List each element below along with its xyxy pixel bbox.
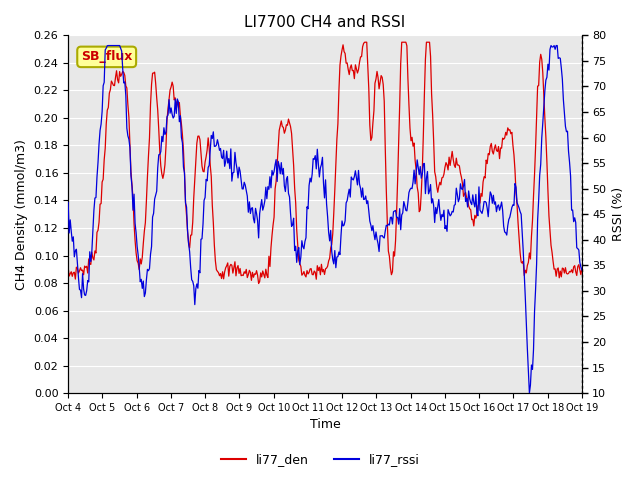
Y-axis label: CH4 Density (mmol/m3): CH4 Density (mmol/m3)	[15, 139, 28, 289]
Title: LI7700 CH4 and RSSI: LI7700 CH4 and RSSI	[244, 15, 406, 30]
X-axis label: Time: Time	[310, 419, 340, 432]
Text: SB_flux: SB_flux	[81, 50, 132, 63]
Legend: li77_den, li77_rssi: li77_den, li77_rssi	[216, 448, 424, 471]
Y-axis label: RSSI (%): RSSI (%)	[612, 187, 625, 241]
